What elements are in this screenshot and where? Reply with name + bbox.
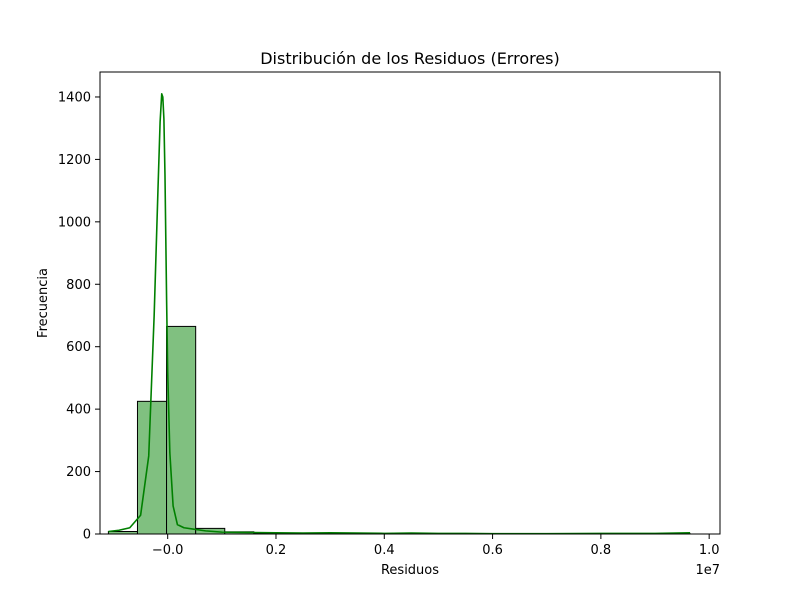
x-axis-offset-label: 1e7 (695, 563, 720, 578)
x-tick-label: 1.0 (699, 543, 720, 558)
histogram-bar (137, 401, 166, 534)
y-tick-label: 400 (66, 403, 91, 418)
y-tick-label: 800 (66, 278, 91, 293)
histogram-bar (167, 326, 196, 534)
x-tick-label: 0.6 (482, 543, 503, 558)
y-tick-label: 200 (66, 465, 91, 480)
y-axis-label: Frecuencia (36, 268, 51, 338)
chart-title: Distribución de los Residuos (Errores) (260, 49, 560, 68)
x-tick-label: 0.4 (374, 543, 395, 558)
y-tick-label: 1200 (58, 153, 91, 168)
x-tick-label: −0.0 (152, 543, 184, 558)
y-tick-label: 1000 (58, 215, 91, 230)
y-tick-label: 600 (66, 340, 91, 355)
x-axis-label: Residuos (381, 563, 439, 578)
x-tick-label: 0.8 (591, 543, 612, 558)
y-tick-label: 1400 (58, 90, 91, 105)
y-tick-label: 0 (83, 528, 91, 543)
x-tick-label: 0.2 (266, 543, 287, 558)
